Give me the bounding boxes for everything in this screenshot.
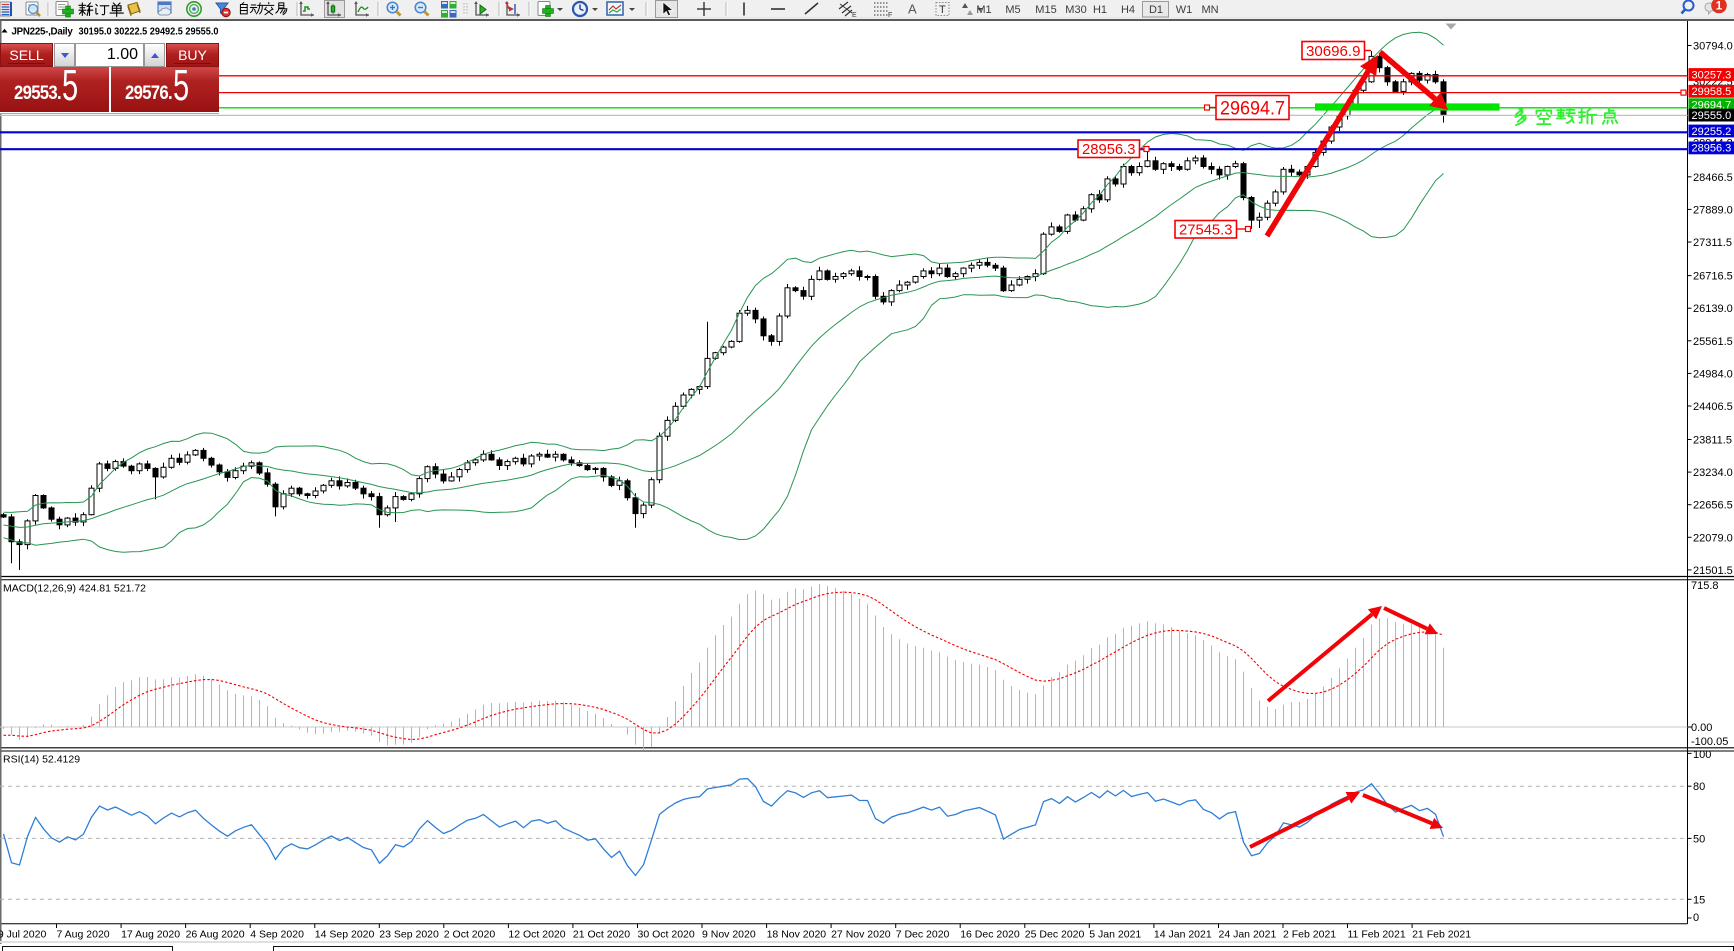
svg-text:29 Jul 2020: 29 Jul 2020 (0, 929, 46, 941)
svg-text:1: 1 (1716, 1, 1723, 13)
svg-text:M15: M15 (1035, 4, 1056, 16)
svg-text:29255.2: 29255.2 (1692, 126, 1732, 138)
svg-text:F: F (888, 12, 892, 19)
svg-text:28956.3: 28956.3 (1082, 141, 1136, 158)
svg-text:28466.5: 28466.5 (1693, 172, 1733, 184)
svg-text:5 Jan 2021: 5 Jan 2021 (1089, 929, 1141, 941)
svg-text:RSI(14) 52.4129: RSI(14) 52.4129 (3, 754, 80, 766)
svg-text:9 Nov 2020: 9 Nov 2020 (702, 929, 756, 941)
svg-text:22079.0: 22079.0 (1693, 532, 1733, 544)
svg-text:-100.05: -100.05 (1691, 736, 1728, 748)
svg-text:26 Aug 2020: 26 Aug 2020 (186, 929, 245, 941)
svg-text:29958.5: 29958.5 (1692, 86, 1732, 98)
svg-text:30794.0: 30794.0 (1693, 41, 1733, 53)
svg-text:23234.0: 23234.0 (1693, 467, 1733, 479)
svg-text:14 Sep 2020: 14 Sep 2020 (315, 929, 375, 941)
svg-text:21 Feb 2021: 21 Feb 2021 (1412, 929, 1471, 941)
svg-text:23811.5: 23811.5 (1693, 435, 1732, 447)
svg-text:E: E (852, 12, 857, 19)
svg-text:JPN225-,Daily: JPN225-,Daily (12, 26, 73, 38)
svg-text:30195.0 30222.5 29492.5 29555.: 30195.0 30222.5 29492.5 29555.0 (79, 26, 219, 38)
svg-text:21 Oct 2020: 21 Oct 2020 (573, 929, 630, 941)
svg-text:22656.5: 22656.5 (1693, 500, 1733, 512)
svg-text:26716.5: 26716.5 (1693, 271, 1733, 283)
svg-text:H4: H4 (1121, 4, 1135, 16)
svg-text:T: T (939, 4, 946, 16)
svg-text:16 Dec 2020: 16 Dec 2020 (960, 929, 1020, 941)
svg-text:MACD(12,26,9) 424.81 521.72: MACD(12,26,9) 424.81 521.72 (3, 583, 146, 595)
svg-text:27311.5: 27311.5 (1693, 237, 1732, 249)
svg-text:14 Jan 2021: 14 Jan 2021 (1154, 929, 1212, 941)
svg-text:M1: M1 (976, 4, 991, 16)
svg-text:24 Jan 2021: 24 Jan 2021 (1219, 929, 1277, 941)
svg-text:27 Nov 2020: 27 Nov 2020 (831, 929, 891, 941)
svg-text:30 Oct 2020: 30 Oct 2020 (638, 929, 695, 941)
svg-text:11 Feb 2021: 11 Feb 2021 (1348, 929, 1406, 941)
svg-text:7 Aug 2020: 7 Aug 2020 (57, 929, 110, 941)
svg-text:W1: W1 (1176, 4, 1193, 16)
svg-text:50: 50 (1693, 833, 1705, 845)
svg-text:18 Nov 2020: 18 Nov 2020 (767, 929, 827, 941)
svg-text:H1: H1 (1093, 4, 1107, 16)
svg-text:26139.0: 26139.0 (1693, 303, 1733, 315)
svg-text:2 Feb 2021: 2 Feb 2021 (1283, 929, 1336, 941)
svg-text:30257.3: 30257.3 (1692, 69, 1732, 81)
svg-text:29694.7: 29694.7 (1220, 98, 1285, 119)
svg-text:M5: M5 (1005, 4, 1020, 16)
svg-text:80: 80 (1693, 781, 1705, 793)
svg-text:28956.3: 28956.3 (1692, 143, 1732, 155)
svg-text:29555.0: 29555.0 (1692, 110, 1732, 122)
svg-text:0.00: 0.00 (1691, 722, 1712, 734)
svg-text:21501.5: 21501.5 (1693, 565, 1733, 577)
svg-text:2 Oct 2020: 2 Oct 2020 (444, 929, 496, 941)
svg-text:A: A (908, 2, 917, 17)
svg-text:MN: MN (1201, 4, 1218, 16)
svg-text:24984.0: 24984.0 (1693, 368, 1733, 380)
svg-text:25561.5: 25561.5 (1693, 336, 1733, 348)
svg-text:12 Oct 2020: 12 Oct 2020 (508, 929, 565, 941)
svg-text:30696.9: 30696.9 (1306, 43, 1361, 60)
svg-text:27545.3: 27545.3 (1179, 222, 1233, 239)
svg-text:100: 100 (1693, 749, 1711, 761)
svg-text:0: 0 (1693, 912, 1699, 924)
svg-text:D1: D1 (1149, 4, 1163, 16)
svg-text:23 Sep 2020: 23 Sep 2020 (379, 929, 439, 941)
svg-text:15: 15 (1693, 894, 1705, 906)
svg-text:17 Aug 2020: 17 Aug 2020 (121, 929, 180, 941)
svg-text:715.8: 715.8 (1691, 580, 1719, 592)
svg-text:M30: M30 (1065, 4, 1086, 16)
svg-text:7 Dec 2020: 7 Dec 2020 (896, 929, 950, 941)
svg-text:4 Sep 2020: 4 Sep 2020 (250, 929, 304, 941)
svg-text:25 Dec 2020: 25 Dec 2020 (1025, 929, 1085, 941)
svg-text:27889.0: 27889.0 (1693, 204, 1733, 216)
svg-text:24406.5: 24406.5 (1693, 401, 1733, 413)
